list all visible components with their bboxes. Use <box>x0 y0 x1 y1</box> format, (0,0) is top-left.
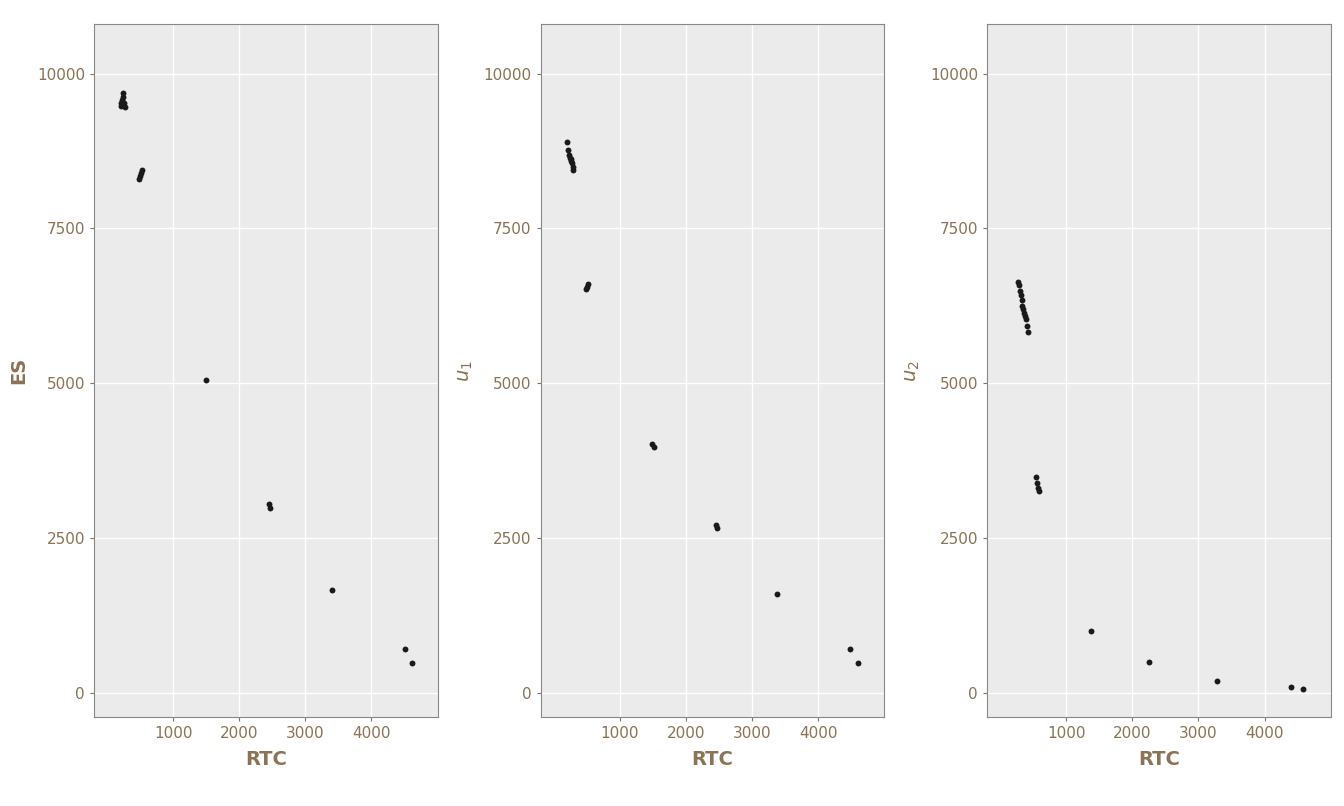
Point <box>1011 293 1032 306</box>
Point <box>196 374 218 387</box>
Point <box>578 277 599 291</box>
Point <box>1016 319 1038 332</box>
Point <box>130 167 152 180</box>
Point <box>1009 285 1031 297</box>
Point <box>129 170 151 183</box>
Point <box>128 172 149 185</box>
Point <box>560 155 582 168</box>
Point <box>1281 680 1302 693</box>
Point <box>1028 481 1050 494</box>
Point <box>563 163 585 176</box>
Y-axis label: $u_2$: $u_2$ <box>903 360 922 381</box>
Point <box>1015 313 1036 326</box>
Point <box>1013 306 1035 319</box>
Point <box>562 160 583 173</box>
Point <box>1011 289 1032 301</box>
Point <box>402 656 423 669</box>
Point <box>1008 275 1030 288</box>
Point <box>1138 656 1160 669</box>
Point <box>847 656 868 669</box>
Point <box>132 164 153 177</box>
Point <box>641 438 663 451</box>
Point <box>1025 471 1047 484</box>
Point <box>1028 485 1050 498</box>
X-axis label: RTC: RTC <box>245 750 286 769</box>
Point <box>558 144 579 157</box>
Point <box>112 90 133 103</box>
Point <box>113 87 134 100</box>
Point <box>562 156 583 169</box>
Point <box>259 501 281 514</box>
Point <box>839 643 860 656</box>
Point <box>559 152 581 164</box>
Point <box>1013 310 1035 322</box>
X-axis label: RTC: RTC <box>1138 750 1180 769</box>
Y-axis label: $u_1$: $u_1$ <box>456 360 474 381</box>
Point <box>575 283 597 296</box>
Point <box>1027 476 1048 489</box>
X-axis label: RTC: RTC <box>691 750 734 769</box>
Point <box>642 440 664 453</box>
Point <box>258 498 280 511</box>
Point <box>394 643 415 656</box>
Point <box>558 149 579 162</box>
Point <box>113 97 134 110</box>
Point <box>321 584 343 597</box>
Y-axis label: ES: ES <box>9 357 28 384</box>
Point <box>1008 279 1030 292</box>
Point <box>556 135 578 148</box>
Point <box>766 588 788 600</box>
Point <box>1012 303 1034 316</box>
Point <box>1206 674 1227 687</box>
Point <box>1292 683 1313 696</box>
Point <box>112 93 133 106</box>
Point <box>1012 299 1034 312</box>
Point <box>706 521 727 534</box>
Point <box>1017 326 1039 339</box>
Point <box>577 280 598 293</box>
Point <box>1081 624 1102 637</box>
Point <box>560 152 582 165</box>
Point <box>114 101 136 114</box>
Point <box>110 99 132 112</box>
Point <box>704 519 726 532</box>
Point <box>110 97 132 110</box>
